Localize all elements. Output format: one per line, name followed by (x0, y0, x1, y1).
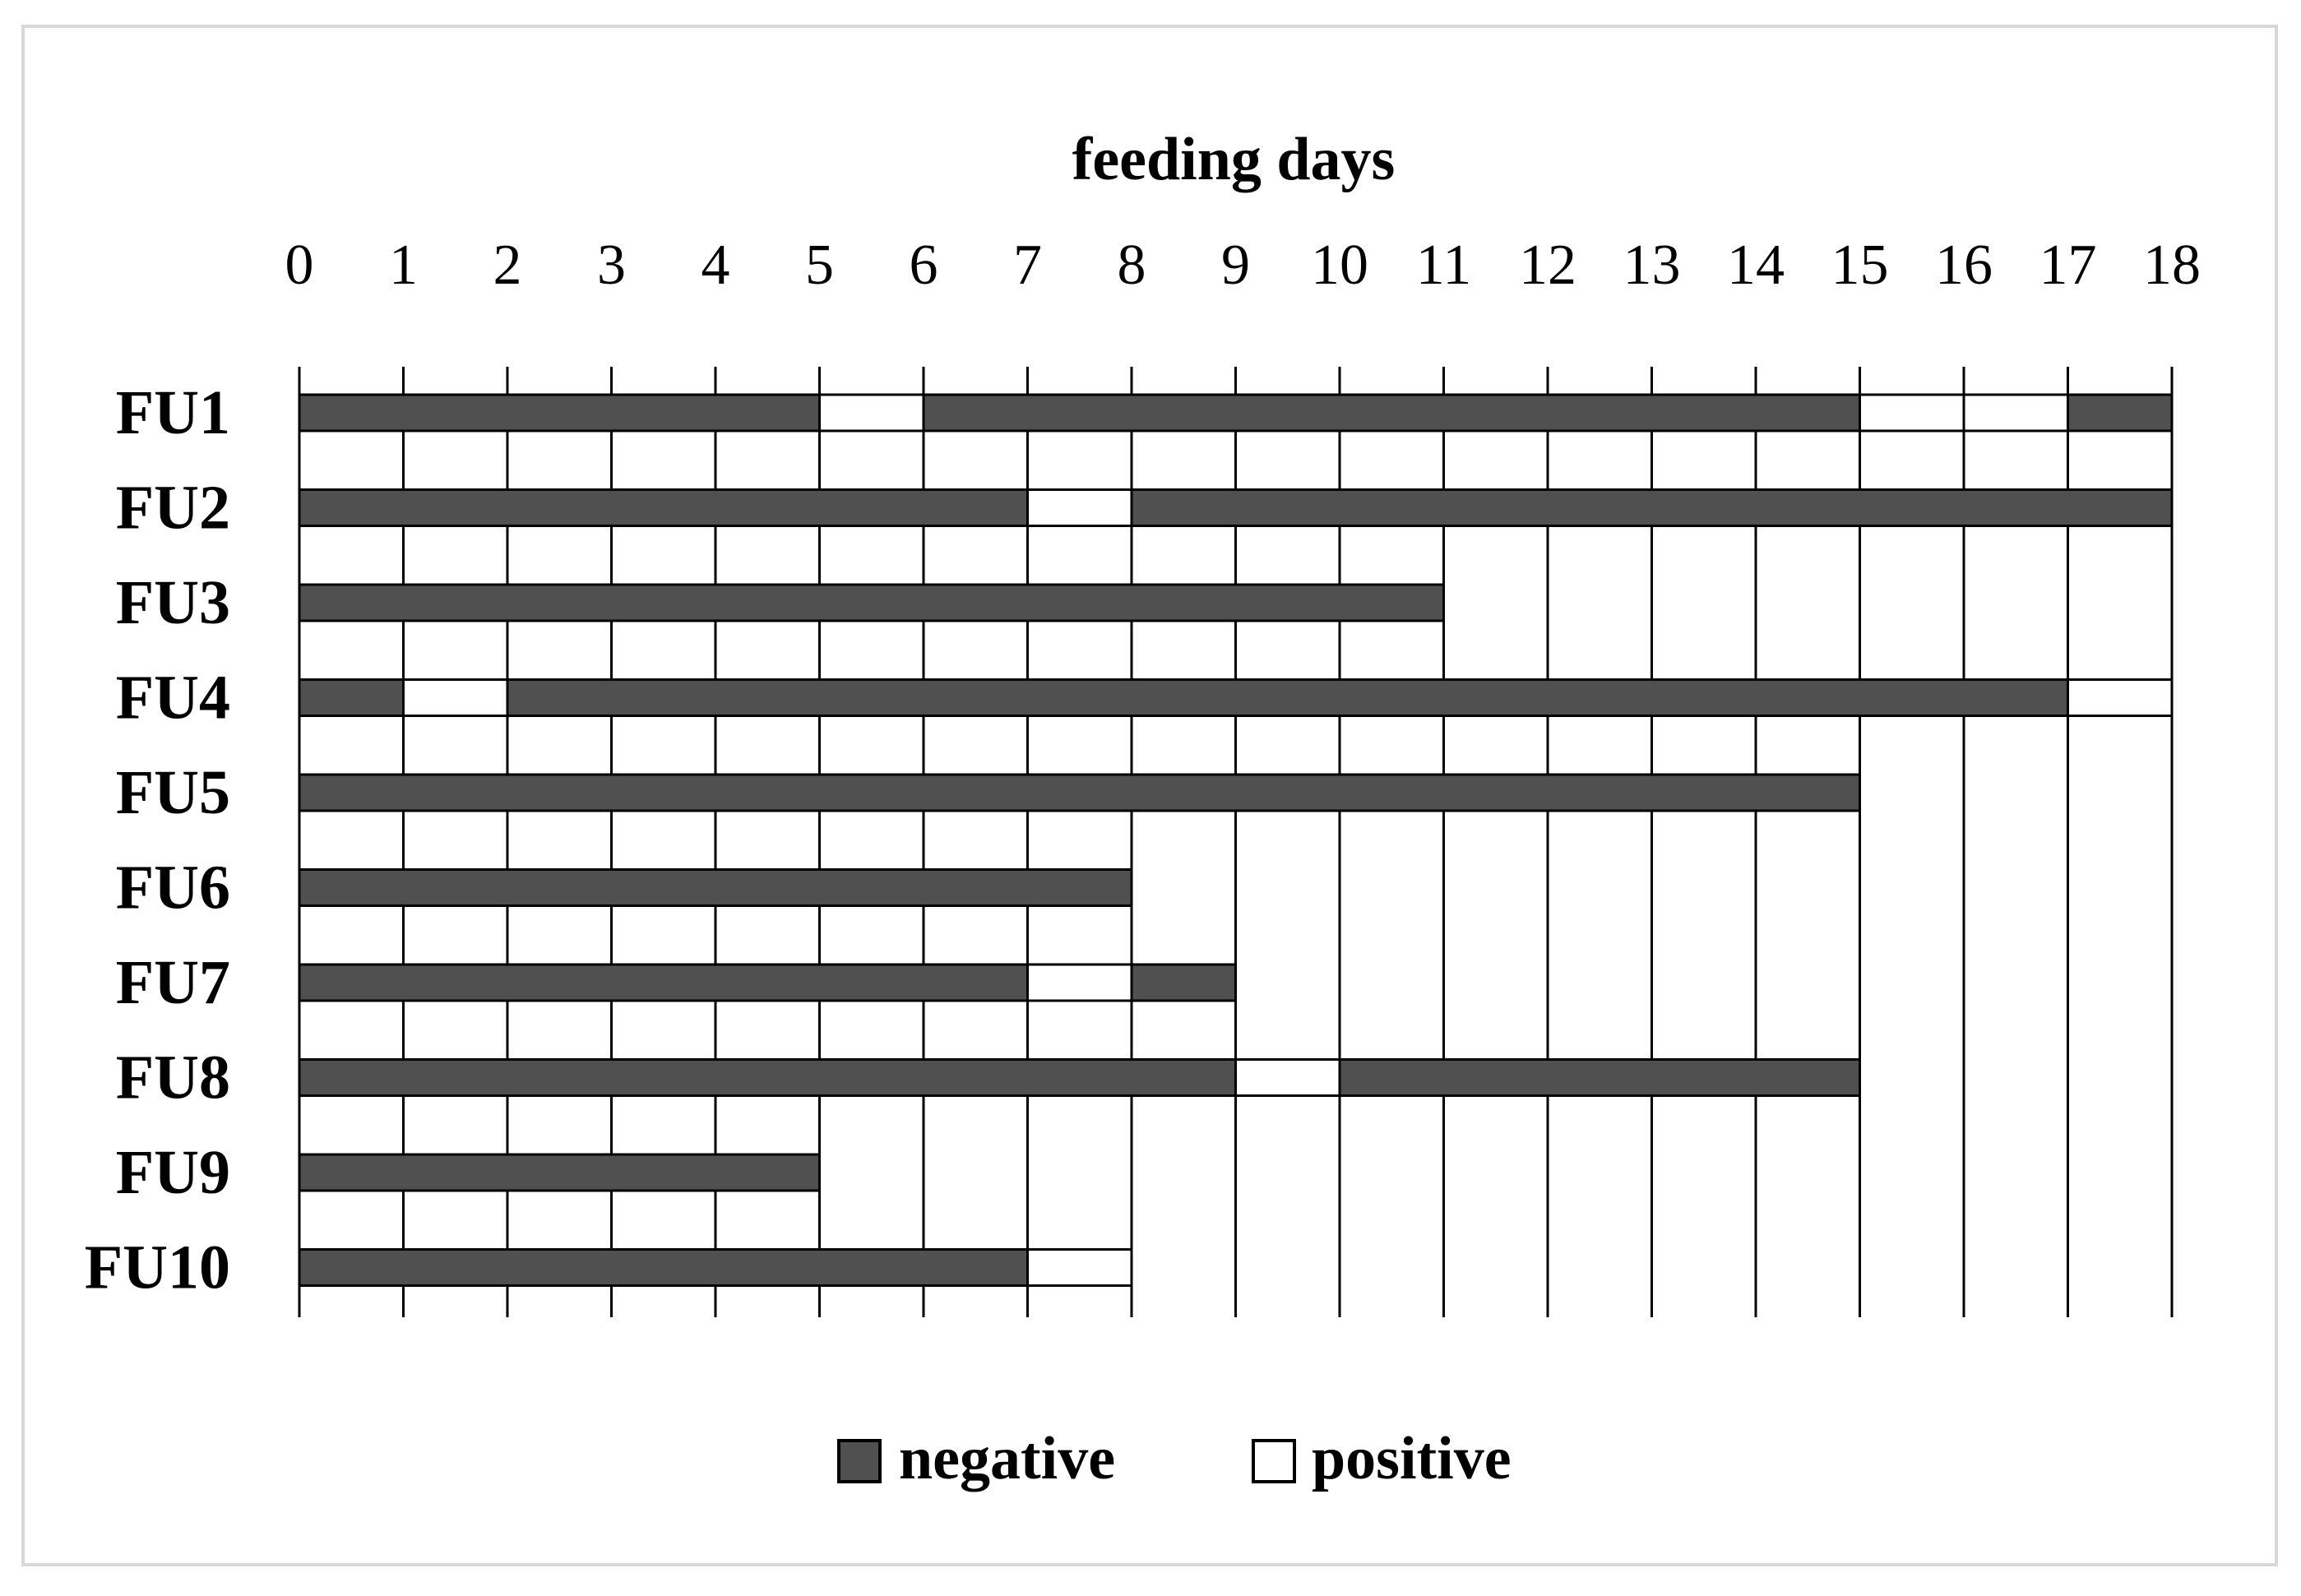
x-tick-label: 13 (1623, 234, 1681, 297)
negative-segment (2067, 393, 2174, 433)
negative-segment (298, 773, 1861, 812)
negative-segment (298, 868, 1133, 907)
x-tick-label: 7 (1013, 234, 1042, 297)
positive-segment (1234, 1058, 1341, 1097)
negative-segment (1338, 1058, 1861, 1097)
row-label: FU5 (116, 758, 230, 827)
positive-segment (2067, 678, 2174, 717)
x-tick-label: 2 (493, 234, 522, 297)
row-label: FU3 (116, 568, 230, 637)
negative-segment (298, 488, 1029, 527)
row-label: FU1 (116, 378, 230, 447)
x-tick-label: 0 (285, 234, 314, 297)
legend-swatch-positive (1252, 1439, 1296, 1483)
x-tick-label: 12 (1519, 234, 1576, 297)
negative-segment (298, 963, 1029, 1002)
positive-segment (818, 393, 925, 433)
row-label: FU7 (116, 948, 230, 1017)
x-tick-label: 3 (597, 234, 626, 297)
negative-segment (298, 1058, 1237, 1097)
negative-segment (1130, 488, 2174, 527)
row-label: FU9 (116, 1138, 230, 1207)
chart-title: feeding days (1072, 126, 1396, 193)
negative-segment (506, 678, 2069, 717)
row-label: FU10 (85, 1233, 230, 1302)
x-tick-label: 11 (1416, 234, 1471, 297)
legend-label-positive: positive (1312, 1425, 1512, 1492)
x-tick-label: 14 (1727, 234, 1785, 297)
negative-segment (298, 1248, 1029, 1287)
x-tick-label: 8 (1118, 234, 1146, 297)
x-tick-label: 17 (2039, 234, 2097, 297)
legend-label-negative: negative (899, 1425, 1115, 1492)
x-tick-label: 10 (1311, 234, 1368, 297)
positive-segment (1962, 393, 2069, 433)
x-tick-label: 9 (1221, 234, 1250, 297)
row-label: FU8 (116, 1043, 230, 1113)
x-tick-label: 16 (1935, 234, 1993, 297)
x-tick-labels: 0 1 2 3 4 5 6 7 8 9 10 11 12 13 14 15 16 17 18 (285, 234, 2201, 297)
positive-segment (1026, 488, 1133, 527)
negative-segment (298, 678, 405, 717)
bars (298, 393, 2174, 1287)
legend-swatch-negative (837, 1439, 882, 1483)
negative-segment (298, 583, 1445, 622)
row-labels: FU1 FU2 FU3 FU4 FU5 FU6 FU7 FU8 FU9 FU10 (85, 378, 230, 1302)
negative-segment (1130, 963, 1237, 1002)
x-tick-label: 4 (701, 234, 730, 297)
x-tick-label: 1 (389, 234, 418, 297)
negative-segment (922, 393, 1861, 433)
positive-segment (1026, 1248, 1133, 1287)
row-label: FU2 (116, 474, 230, 543)
row-label: FU4 (116, 664, 230, 733)
x-tick-label: 5 (805, 234, 834, 297)
legend: negative positive (837, 1425, 1512, 1492)
negative-segment (298, 393, 821, 433)
x-tick-label: 15 (1831, 234, 1889, 297)
positive-segment (402, 678, 509, 717)
positive-segment (1026, 963, 1133, 1002)
positive-segment (1859, 393, 1965, 433)
row-label: FU6 (116, 854, 230, 923)
x-tick-label: 6 (910, 234, 938, 297)
x-tick-label: 18 (2143, 234, 2201, 297)
negative-segment (298, 1153, 821, 1192)
